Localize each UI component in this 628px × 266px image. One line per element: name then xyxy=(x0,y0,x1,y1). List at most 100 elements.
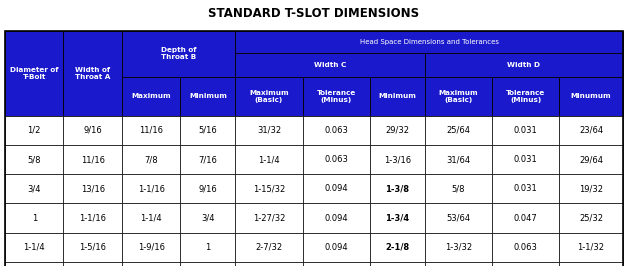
Text: 7/8: 7/8 xyxy=(144,155,158,164)
Text: 0.063: 0.063 xyxy=(324,155,348,164)
Text: 3/4: 3/4 xyxy=(28,184,41,193)
Text: 1-27/32: 1-27/32 xyxy=(253,214,285,223)
Bar xyxy=(180,262,236,266)
Text: 11/16: 11/16 xyxy=(80,155,105,164)
Text: 5/8: 5/8 xyxy=(452,184,465,193)
Bar xyxy=(425,233,492,262)
Bar xyxy=(180,233,236,262)
Text: 9/16: 9/16 xyxy=(198,184,217,193)
Bar xyxy=(5,203,63,233)
Bar xyxy=(559,174,623,203)
Bar xyxy=(370,233,425,262)
Bar xyxy=(425,53,623,77)
Text: Minumum: Minumum xyxy=(571,93,612,99)
Text: Minimum: Minimum xyxy=(378,93,416,99)
Bar xyxy=(370,203,425,233)
Bar xyxy=(492,116,559,145)
Text: 31/64: 31/64 xyxy=(447,155,470,164)
Text: Width C: Width C xyxy=(314,62,346,68)
Bar xyxy=(63,203,122,233)
Bar xyxy=(63,145,122,174)
Text: Maximum
(Basic): Maximum (Basic) xyxy=(249,90,289,103)
Bar xyxy=(122,116,180,145)
Bar xyxy=(236,174,303,203)
Bar xyxy=(122,77,180,116)
Text: 19/32: 19/32 xyxy=(579,184,603,193)
Text: 53/64: 53/64 xyxy=(447,214,470,223)
Bar xyxy=(236,145,303,174)
Bar xyxy=(303,77,370,116)
Bar xyxy=(63,233,122,262)
Bar xyxy=(425,203,492,233)
Text: Tolerance
(Minus): Tolerance (Minus) xyxy=(317,90,356,103)
Bar xyxy=(180,145,236,174)
Text: Maximum: Maximum xyxy=(131,93,171,99)
Text: 1-1/4: 1-1/4 xyxy=(23,243,45,252)
Bar xyxy=(559,262,623,266)
Bar xyxy=(425,145,492,174)
Text: Width of
Throat A: Width of Throat A xyxy=(75,67,111,80)
Bar xyxy=(559,145,623,174)
Text: Diameter of
T-Bolt: Diameter of T-Bolt xyxy=(10,67,58,80)
Text: 1: 1 xyxy=(31,214,37,223)
Bar xyxy=(63,262,122,266)
Bar xyxy=(370,77,425,116)
Text: 25/32: 25/32 xyxy=(579,214,603,223)
Bar xyxy=(180,116,236,145)
Text: STANDARD T-SLOT DIMENSIONS: STANDARD T-SLOT DIMENSIONS xyxy=(208,7,420,20)
Text: 1-1/4: 1-1/4 xyxy=(258,155,280,164)
Bar xyxy=(236,203,303,233)
Bar xyxy=(122,233,180,262)
Text: 2-7/32: 2-7/32 xyxy=(256,243,283,252)
Bar xyxy=(559,203,623,233)
Text: 11/16: 11/16 xyxy=(139,126,163,135)
Text: 29/64: 29/64 xyxy=(579,155,603,164)
Bar xyxy=(370,262,425,266)
Bar xyxy=(5,31,63,116)
Text: 0.063: 0.063 xyxy=(324,126,348,135)
Bar xyxy=(5,262,63,266)
Bar xyxy=(5,116,63,145)
Bar xyxy=(425,262,492,266)
Bar xyxy=(236,31,623,53)
Bar xyxy=(559,77,623,116)
Bar xyxy=(303,203,370,233)
Text: 25/64: 25/64 xyxy=(447,126,470,135)
Bar xyxy=(492,262,559,266)
Bar xyxy=(370,145,425,174)
Text: 2-1/8: 2-1/8 xyxy=(385,243,409,252)
Bar xyxy=(180,77,236,116)
Text: 1-3/32: 1-3/32 xyxy=(445,243,472,252)
Bar xyxy=(5,233,63,262)
Text: Minimum: Minimum xyxy=(189,93,227,99)
Text: 0.094: 0.094 xyxy=(324,184,348,193)
Bar xyxy=(303,233,370,262)
Bar xyxy=(559,116,623,145)
Bar xyxy=(492,174,559,203)
Bar xyxy=(236,53,425,77)
Text: Head Space Dimensions and Tolerances: Head Space Dimensions and Tolerances xyxy=(360,39,499,45)
Text: 1-15/32: 1-15/32 xyxy=(253,184,285,193)
Bar xyxy=(122,145,180,174)
Bar xyxy=(5,145,63,174)
Bar xyxy=(370,116,425,145)
Bar xyxy=(236,116,303,145)
Text: 1-1/16: 1-1/16 xyxy=(79,214,106,223)
Bar xyxy=(236,77,303,116)
Bar xyxy=(5,174,63,203)
Bar xyxy=(303,174,370,203)
Bar xyxy=(122,174,180,203)
Text: Depth of
Throat B: Depth of Throat B xyxy=(161,47,197,60)
Bar xyxy=(63,116,122,145)
Bar xyxy=(63,31,122,116)
Bar xyxy=(425,174,492,203)
Bar xyxy=(63,174,122,203)
Bar xyxy=(492,203,559,233)
Bar xyxy=(303,262,370,266)
Bar xyxy=(236,233,303,262)
Text: 9/16: 9/16 xyxy=(84,126,102,135)
Bar xyxy=(122,203,180,233)
Bar xyxy=(122,31,236,77)
Text: 1-1/32: 1-1/32 xyxy=(578,243,605,252)
Text: 1-5/16: 1-5/16 xyxy=(79,243,106,252)
